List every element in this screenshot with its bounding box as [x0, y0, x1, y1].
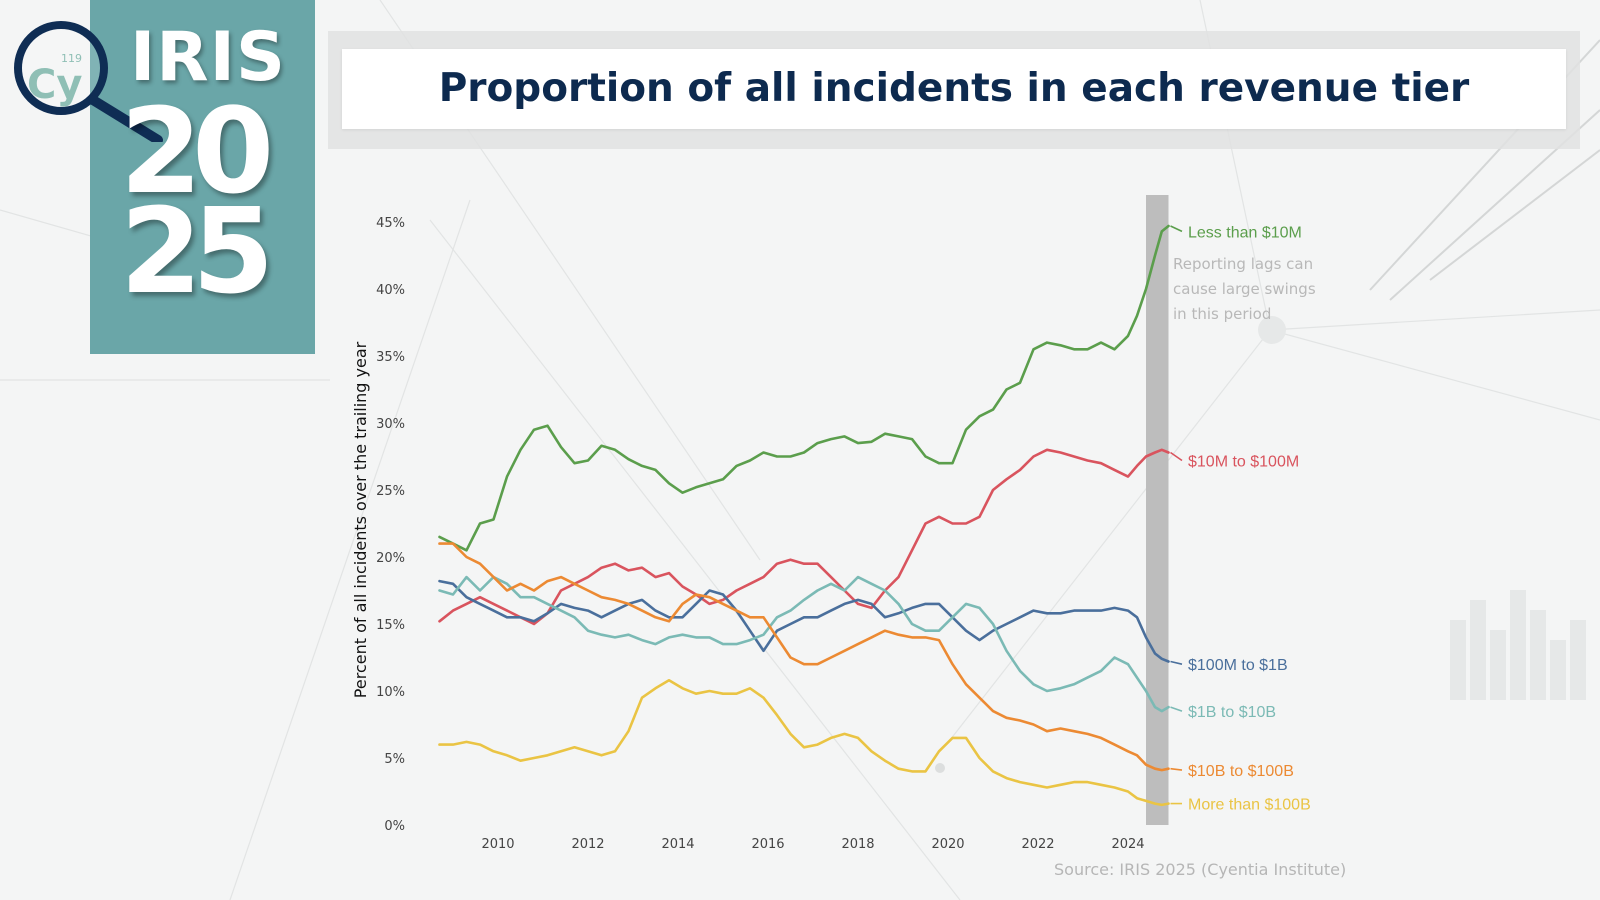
- chart-title: Proportion of all incidents in each reve…: [438, 66, 1470, 111]
- series-label: $10B to $100B: [1188, 763, 1294, 780]
- series-line: [438, 679, 1170, 807]
- y-tick-label: 10%: [376, 685, 405, 700]
- y-tick-label: 0%: [384, 819, 405, 834]
- series-label: More than $100B: [1188, 797, 1311, 814]
- series-label: Less than $10M: [1188, 224, 1302, 241]
- logo-badge-number: 119: [61, 52, 82, 65]
- y-tick-label: 15%: [376, 618, 405, 633]
- series-label-leader: [1170, 225, 1183, 233]
- x-tick-label: 2024: [1111, 837, 1144, 852]
- reporting-lag-annotation: in this period: [1173, 305, 1271, 323]
- x-tick-label: 2012: [571, 837, 604, 852]
- title-banner: [342, 49, 1566, 129]
- series-line: [438, 224, 1170, 552]
- series-label-leader: [1170, 767, 1183, 771]
- series-label: $10M to $100M: [1188, 454, 1299, 471]
- x-tick-label: 2016: [751, 837, 784, 852]
- x-tick-label: 2014: [661, 837, 694, 852]
- reporting-lag-annotation: Reporting lags can: [1173, 255, 1313, 273]
- y-tick-label: 40%: [376, 283, 405, 298]
- y-tick-label: 20%: [376, 551, 405, 566]
- y-axis-label: Percent of all incidents over the traili…: [351, 341, 370, 698]
- logo-badge-text: Cy: [27, 62, 83, 108]
- series-label-leader: [1170, 660, 1183, 665]
- x-tick-label: 2010: [481, 837, 514, 852]
- series-label-leader: [1170, 451, 1183, 462]
- x-tick-label: 2022: [1021, 837, 1054, 852]
- series-line: [438, 448, 1170, 626]
- y-tick-label: 25%: [376, 484, 405, 499]
- magnifier-icon: [14, 21, 163, 142]
- x-tick-label: 2020: [931, 837, 964, 852]
- iris-logo-panel: [90, 0, 315, 354]
- series-line: [438, 579, 1170, 663]
- source-note: Source: IRIS 2025 (Cyentia Institute): [1054, 860, 1347, 879]
- y-tick-label: 30%: [376, 417, 405, 432]
- series-line: [438, 542, 1170, 772]
- series-line: [438, 575, 1170, 713]
- y-tick-label: 45%: [376, 216, 405, 231]
- logo-year-top: 20: [120, 82, 274, 220]
- series-label-leader: [1170, 706, 1183, 712]
- logo-word: IRIS: [130, 18, 286, 97]
- y-tick-label: 5%: [384, 752, 405, 767]
- series-label: $100M to $1B: [1188, 657, 1288, 674]
- reporting-lag-annotation: cause large swings: [1173, 280, 1316, 298]
- series-label: $1B to $10B: [1188, 704, 1276, 721]
- x-tick-label: 2018: [841, 837, 874, 852]
- reporting-lag-band: [1146, 195, 1169, 825]
- y-tick-label: 35%: [376, 350, 405, 365]
- logo-year-bottom: 25: [120, 182, 274, 320]
